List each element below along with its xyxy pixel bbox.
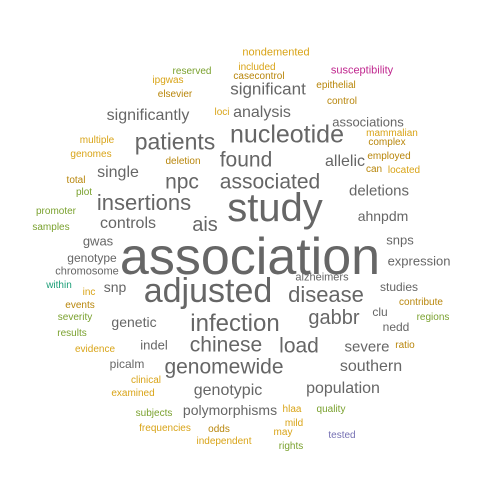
cloud-word-gabbr: gabbr [308, 307, 360, 329]
cloud-word-mild: mild [284, 418, 304, 429]
cloud-word-independent: independent [196, 436, 252, 447]
cloud-word-severe: severe [344, 338, 390, 356]
cloud-word-deletion: deletion [165, 156, 201, 167]
cloud-word-may: may [273, 427, 293, 438]
cloud-word-polymorphisms: polymorphisms [182, 402, 278, 418]
cloud-word-regions: regions [416, 312, 450, 323]
cloud-word-analysis: analysis [233, 104, 291, 121]
cloud-word-complex: complex [368, 137, 406, 148]
cloud-word-promoter: promoter [35, 206, 77, 217]
cloud-word-hlaa: hlaa [282, 404, 302, 415]
cloud-word-expression: expression [387, 253, 451, 269]
cloud-word-ais: ais [192, 214, 218, 236]
cloud-word-disease: disease [288, 282, 364, 307]
cloud-word-insertions: insertions [96, 190, 192, 215]
cloud-word-genomewide: genomewide [164, 355, 284, 379]
cloud-word-nedd: nedd [382, 320, 410, 334]
cloud-word-ipgwas: ipgwas [152, 75, 184, 86]
cloud-word-elsevier: elsevier [157, 89, 193, 100]
cloud-word-load: load [279, 334, 319, 358]
cloud-word-study: study [227, 186, 323, 230]
cloud-word-chinese: chinese [189, 333, 263, 357]
cloud-word-events: events [65, 300, 95, 311]
cloud-word-significantly: significantly [106, 107, 190, 124]
cloud-word-controls: controls [99, 215, 157, 232]
cloud-word-rights: rights [278, 441, 304, 452]
cloud-word-studies: studies [379, 280, 419, 294]
cloud-word-susceptibility: susceptibility [330, 64, 394, 77]
cloud-word-included: included [238, 62, 276, 73]
cloud-word-single: single [97, 164, 139, 181]
cloud-word-casecontrol: casecontrol [233, 71, 285, 82]
cloud-word-deletions: deletions [348, 182, 410, 200]
cloud-word-genotypic: genotypic [193, 382, 263, 399]
cloud-word-clu: clu [372, 305, 388, 319]
cloud-word-epithelial: epithelial [316, 80, 356, 91]
cloud-word-nondemented: nondemented [242, 46, 310, 59]
cloud-word-population: population [306, 380, 380, 397]
cloud-word-snp: snp [103, 279, 127, 295]
cloud-word-allelic: allelic [324, 153, 366, 170]
cloud-word-control: control [326, 96, 358, 107]
cloud-word-found: found [219, 148, 273, 172]
cloud-word-plot: plot [75, 187, 93, 198]
cloud-word-genetic: genetic [111, 314, 157, 330]
cloud-word-employed: employed [367, 151, 411, 162]
cloud-word-reserved: reserved [172, 66, 212, 77]
cloud-word-associations: associations [332, 114, 404, 130]
cloud-word-genotype: genotype [67, 251, 117, 265]
cloud-word-evidence: evidence [74, 344, 116, 355]
cloud-word-severity: severity [57, 312, 93, 323]
cloud-word-frequencies: frequencies [139, 423, 191, 434]
cloud-word-snps: snps [386, 232, 414, 248]
cloud-word-ahnpdm: ahnpdm [357, 208, 409, 224]
cloud-word-gwas: gwas [82, 233, 114, 249]
cloud-word-tested: tested [328, 430, 356, 441]
cloud-word-can: can [365, 164, 383, 175]
cloud-word-adjusted: adjusted [143, 272, 273, 310]
cloud-word-indel: indel [140, 337, 168, 353]
cloud-word-ratio: ratio [395, 340, 415, 351]
cloud-word-association: association [119, 228, 381, 286]
cloud-word-within: within [46, 280, 72, 291]
cloud-word-contribute: contribute [399, 297, 443, 308]
cloud-word-samples: samples [32, 222, 70, 233]
cloud-word-npc: npc [165, 170, 199, 194]
cloud-word-loci: loci [214, 107, 230, 118]
cloud-word-picalm: picalm [109, 357, 145, 371]
cloud-word-odds: odds [208, 424, 230, 435]
cloud-word-nucleotide: nucleotide [230, 120, 344, 149]
cloud-word-alzheimers: alzheimers [295, 271, 349, 284]
cloud-word-multiple: multiple [79, 135, 115, 146]
cloud-word-clinical: clinical [130, 375, 162, 386]
cloud-word-southern: southern [339, 358, 403, 375]
cloud-word-examined: examined [111, 388, 155, 399]
cloud-word-infection: infection [190, 310, 280, 337]
cloud-word-patients: patients [134, 128, 216, 155]
cloud-word-mammalian: mammalian [366, 128, 418, 139]
cloud-word-inc: inc [82, 287, 96, 298]
cloud-word-quality: quality [316, 404, 346, 415]
cloud-word-chromosome: chromosome [55, 265, 119, 278]
cloud-word-genomes: genomes [70, 149, 112, 160]
cloud-word-associated: associated [219, 170, 321, 194]
cloud-word-subjects: subjects [135, 408, 173, 419]
cloud-word-located: located [387, 165, 421, 176]
cloud-word-significant: significant [230, 79, 306, 99]
cloud-word-total: total [66, 175, 86, 186]
cloud-word-results: results [57, 328, 87, 339]
